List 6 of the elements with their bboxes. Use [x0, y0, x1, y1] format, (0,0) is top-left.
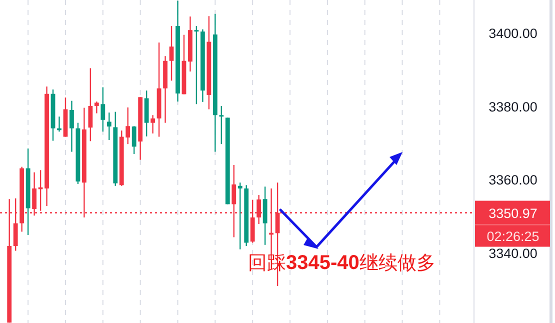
- y-tick-label: 3380.00: [488, 99, 538, 114]
- y-tick-label: 3340.00: [488, 246, 538, 261]
- ref-line-label: 3350.97: [488, 206, 538, 221]
- text: 02:26:25: [486, 228, 540, 244]
- y-tick-label: 3360.00: [488, 172, 538, 188]
- y-tick-label: 3400.00: [488, 26, 538, 41]
